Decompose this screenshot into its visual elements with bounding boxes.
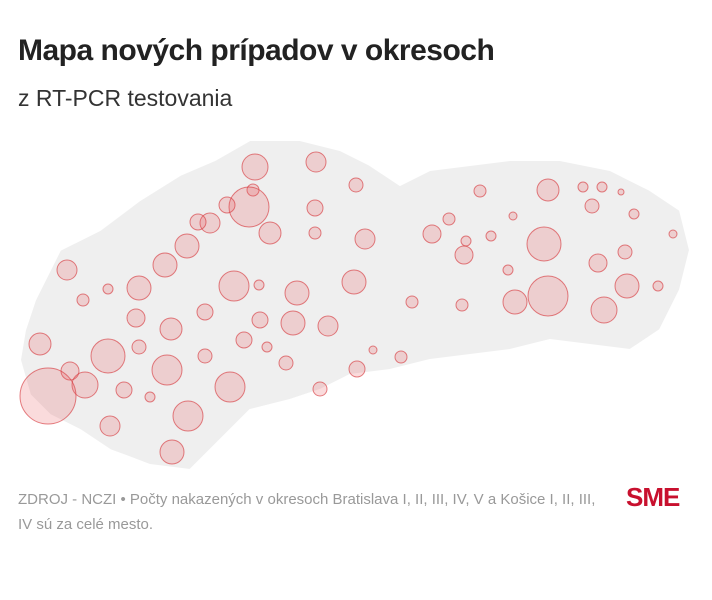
- district-bubble: [617, 244, 633, 260]
- district-bubble: [614, 273, 640, 299]
- district-bubble: [596, 181, 608, 193]
- district-bubble: [485, 230, 497, 242]
- country-shape: [18, 139, 692, 472]
- district-bubble: [126, 275, 152, 301]
- source-note: ZDROJ - NCZI • Počty nakazených v okreso…: [18, 491, 596, 533]
- district-bubble: [312, 381, 328, 397]
- district-bubble: [218, 196, 236, 214]
- district-bubble: [394, 350, 408, 364]
- district-bubble: [527, 275, 569, 317]
- district-bubble: [502, 289, 528, 315]
- district-bubble: [99, 415, 121, 437]
- district-bubble: [278, 355, 294, 371]
- district-bubble: [235, 331, 253, 349]
- district-bubble: [460, 235, 472, 247]
- title: Mapa nových prípadov v okresoch: [18, 34, 495, 67]
- district-bubble: [218, 270, 250, 302]
- district-bubble: [126, 308, 146, 328]
- district-bubble: [405, 295, 419, 309]
- district-bubble: [258, 221, 282, 245]
- district-bubble: [317, 315, 339, 337]
- district-bubble: [253, 279, 265, 291]
- district-bubble: [284, 280, 310, 306]
- district-bubble: [348, 177, 364, 193]
- district-bubble: [189, 213, 207, 231]
- district-bubble: [241, 153, 269, 181]
- district-bubble: [308, 226, 322, 240]
- district-bubble: [454, 245, 474, 265]
- logo: SME: [626, 482, 680, 512]
- district-bubble: [526, 226, 562, 262]
- district-bubble: [28, 332, 52, 356]
- district-bubble: [588, 253, 608, 273]
- district-bubble: [228, 186, 270, 228]
- district-bubble: [214, 371, 246, 403]
- district-bubble: [577, 181, 589, 193]
- district-bubble: [442, 212, 456, 226]
- district-bubble: [584, 198, 600, 214]
- district-bubble: [508, 211, 518, 221]
- district-bubble: [102, 283, 114, 295]
- map: [18, 139, 692, 472]
- subtitle: z RT-PCR testovania: [18, 85, 233, 111]
- district-bubble: [152, 252, 178, 278]
- district-bubble: [90, 338, 126, 374]
- district-bubble: [628, 208, 640, 220]
- district-bubble: [305, 151, 327, 173]
- district-bubble: [422, 224, 442, 244]
- district-bubble: [341, 269, 367, 295]
- bubbles: [19, 151, 678, 465]
- district-bubble: [56, 259, 78, 281]
- district-bubble: [306, 199, 324, 217]
- district-bubble: [502, 264, 514, 276]
- district-bubble: [473, 184, 487, 198]
- district-bubble: [354, 228, 376, 250]
- district-bubble: [652, 280, 664, 292]
- district-bubble: [668, 229, 678, 239]
- district-bubble: [71, 371, 99, 399]
- district-bubble: [172, 400, 204, 432]
- district-bubble: [197, 348, 213, 364]
- district-bubble: [261, 341, 273, 353]
- district-bubble: [617, 188, 625, 196]
- district-bubble: [159, 439, 185, 465]
- district-bubble: [144, 391, 156, 403]
- district-bubble: [280, 310, 306, 336]
- district-bubble: [76, 293, 90, 307]
- district-bubble: [368, 345, 378, 355]
- district-bubble: [348, 360, 366, 378]
- district-bubble: [151, 354, 183, 386]
- district-bubble: [19, 367, 77, 425]
- district-bubble: [196, 303, 214, 321]
- district-bubble: [174, 233, 200, 259]
- district-bubble: [131, 339, 147, 355]
- district-bubble: [251, 311, 269, 329]
- district-bubble: [536, 178, 560, 202]
- district-bubble: [115, 381, 133, 399]
- district-bubble: [455, 298, 469, 312]
- district-bubble: [590, 296, 618, 324]
- district-bubble: [159, 317, 183, 341]
